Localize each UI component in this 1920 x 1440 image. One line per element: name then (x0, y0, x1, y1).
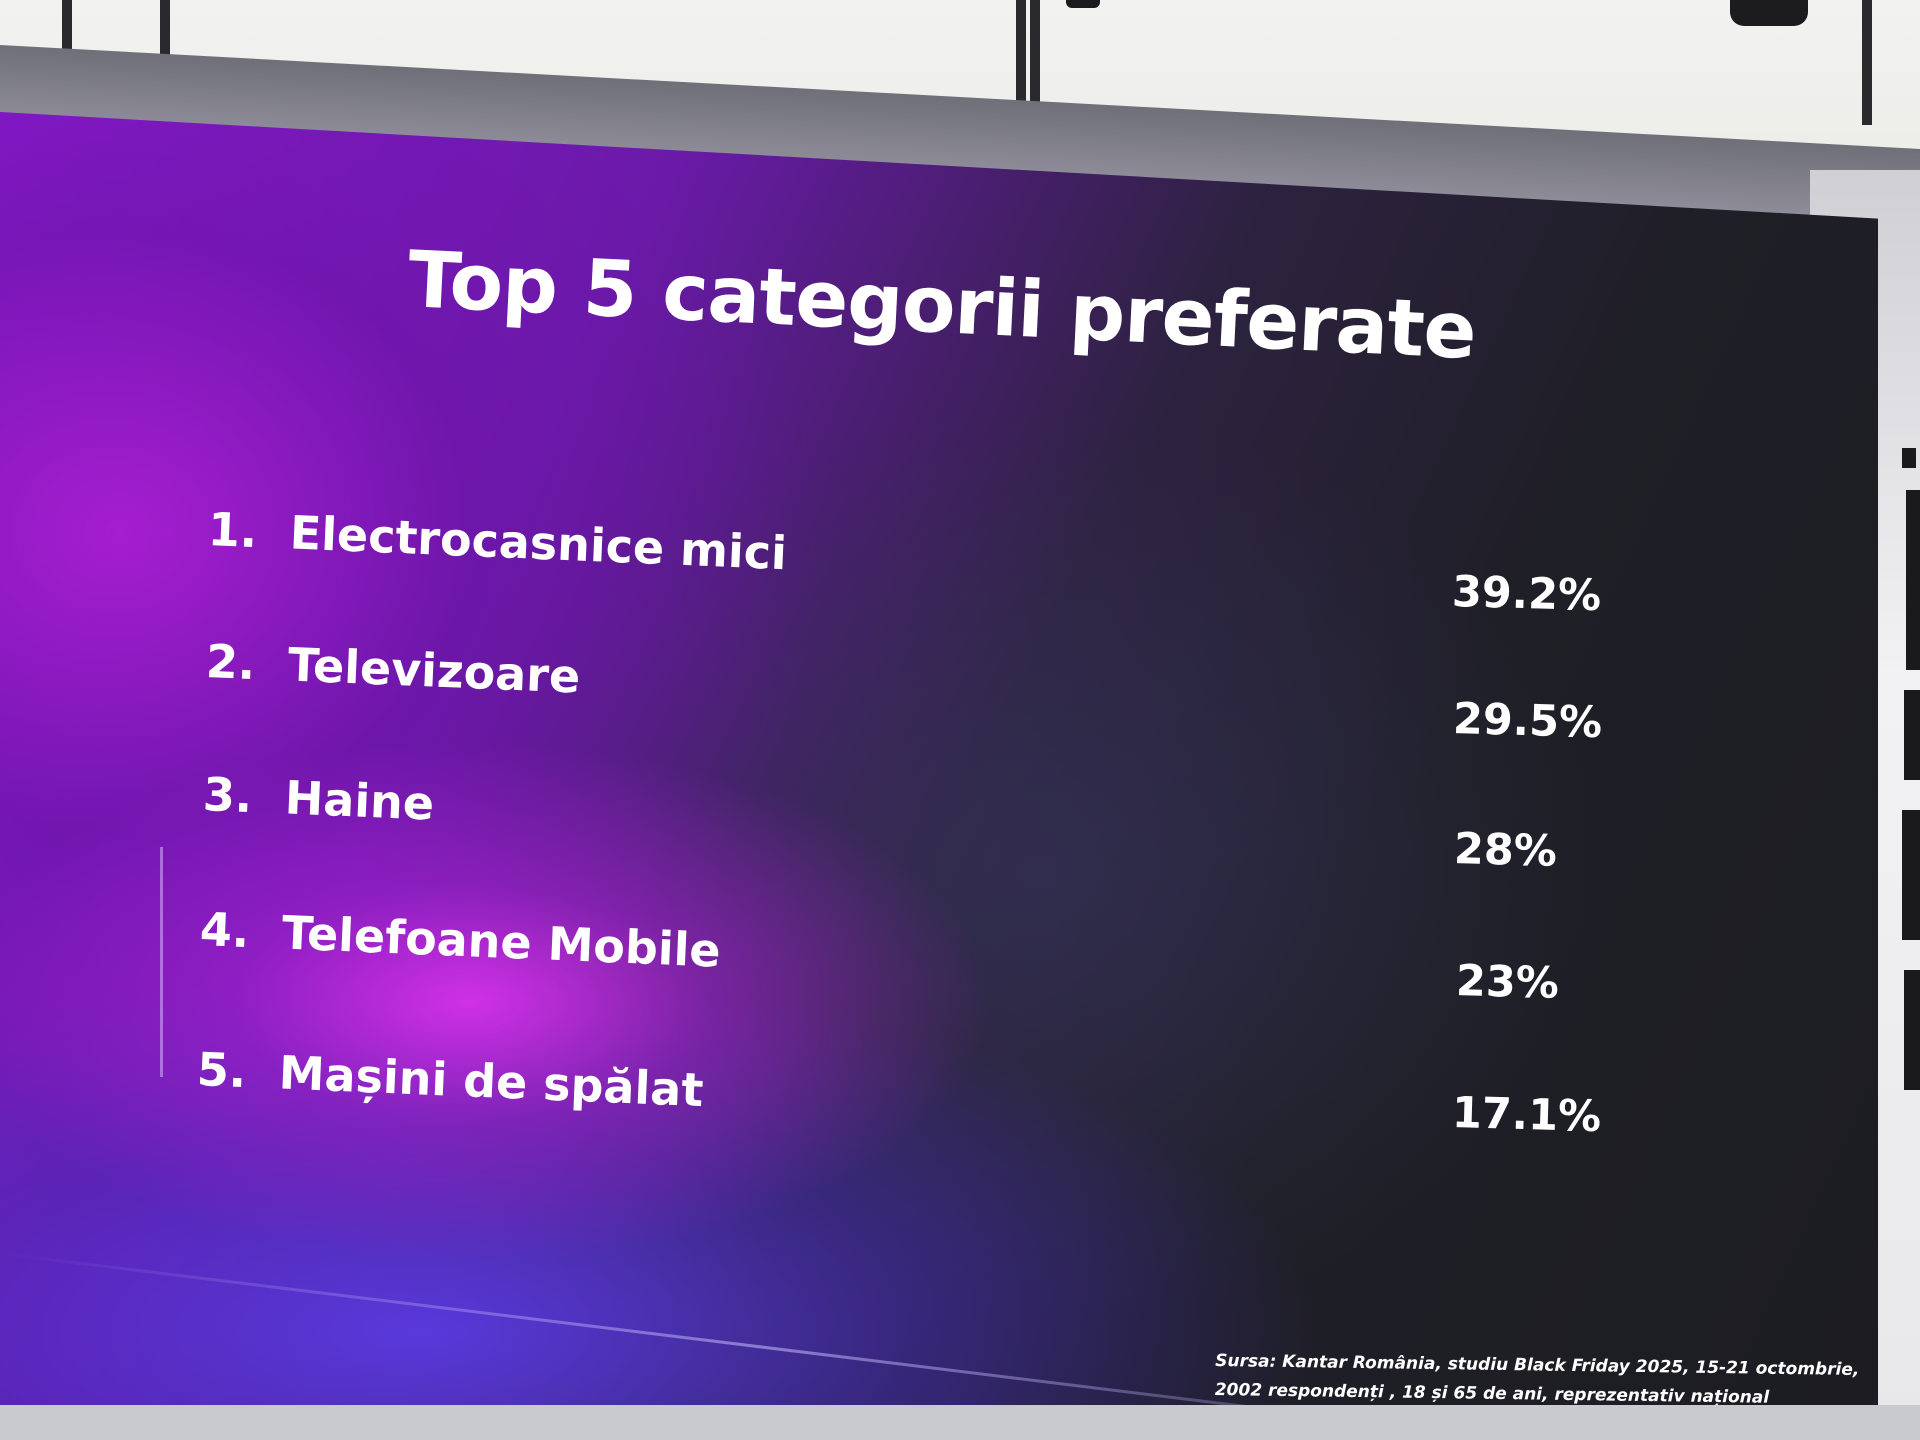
item-label: Haine (283, 770, 436, 831)
light-line (160, 847, 163, 1077)
screen-bezel-bottom (0, 1405, 1920, 1440)
ceiling-light-icon (1730, 0, 1808, 26)
item-label: Telefoane Mobile (280, 905, 722, 978)
item-label: Televizoare (286, 637, 582, 704)
item-label: Mașini de spălat (277, 1045, 705, 1118)
background-fragment (1904, 970, 1920, 1090)
item-rank: 1. (206, 502, 259, 559)
source-note: Sursa: Kantar România, studiu Black Frid… (1215, 1347, 1860, 1412)
ceiling-beam (1862, 0, 1872, 125)
presentation-slide: Top 5 categorii preferate 1. Electrocasni… (0, 112, 1878, 1412)
ceiling-beam (1030, 0, 1040, 125)
list-item: 3. Haine (202, 767, 435, 831)
item-percentage: 23% (1455, 956, 1560, 1009)
item-rank: 2. (204, 634, 257, 691)
ceiling-light-icon (1066, 0, 1100, 8)
item-percentage: 17.1% (1451, 1088, 1602, 1143)
list-item: 4. Telefoane Mobile (199, 902, 722, 978)
item-rank: 5. (195, 1042, 248, 1099)
item-rank: 4. (198, 902, 251, 959)
background-fragment (1902, 448, 1916, 468)
list-item: 1. Electrocasnice mici (207, 502, 788, 580)
item-label: Electrocasnice mici (288, 505, 788, 581)
item-percentage: 29.5% (1452, 694, 1603, 749)
list-item: 5. Mașini de spălat (196, 1042, 705, 1117)
ceiling-beam (1016, 0, 1026, 125)
background-fragment (1906, 490, 1920, 670)
background-fragment (1902, 810, 1920, 940)
background-fragment (1904, 690, 1920, 780)
item-rank: 3. (201, 767, 254, 824)
item-percentage: 28% (1453, 824, 1558, 877)
item-percentage: 39.2% (1451, 567, 1602, 622)
category-list: 1. Electrocasnice mici 2. Televizoare 3. Ha… (0, 112, 1878, 1412)
list-item: 2. Televizoare (205, 634, 581, 704)
